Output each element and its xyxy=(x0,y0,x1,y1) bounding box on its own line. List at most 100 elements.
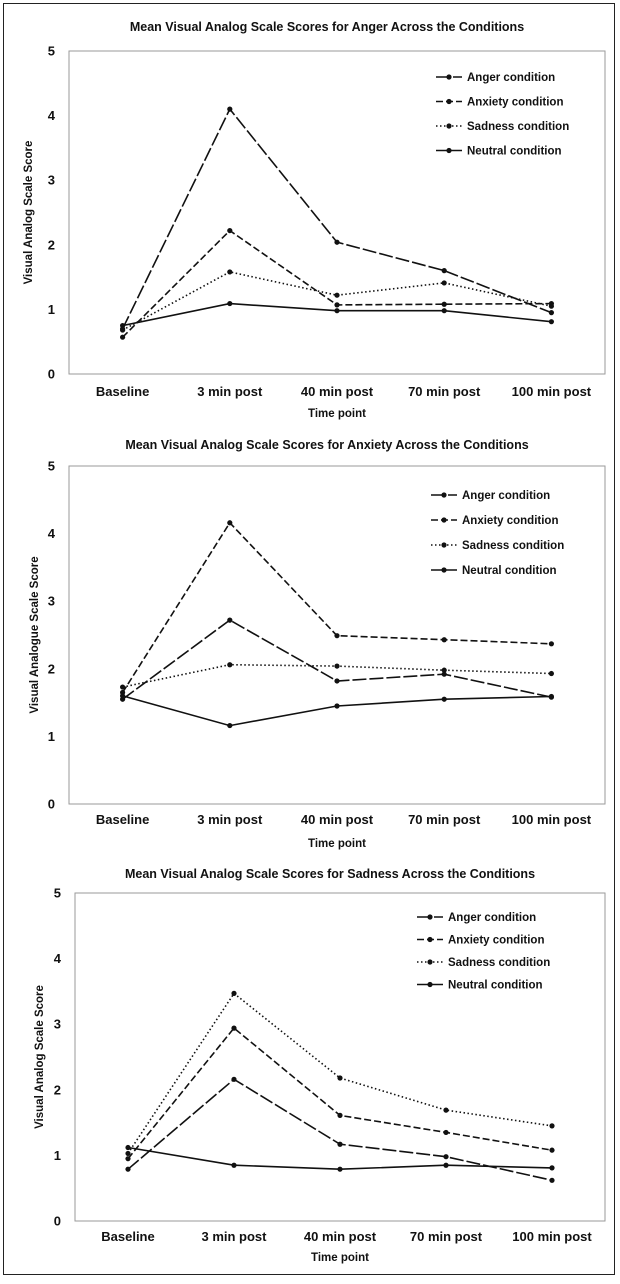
x-tick-label: 3 min post xyxy=(197,384,263,399)
x-tick-label: 3 min post xyxy=(201,1229,267,1244)
series-long-dash xyxy=(120,617,555,702)
plot-area xyxy=(74,892,606,1222)
legend-marker xyxy=(446,147,452,154)
data-point xyxy=(231,990,237,996)
y-tick-label: 2 xyxy=(48,661,55,676)
data-point xyxy=(125,1144,131,1151)
data-point xyxy=(120,693,126,699)
x-tick-label: 70 min post xyxy=(408,812,481,827)
series-line xyxy=(127,1078,553,1182)
data-point xyxy=(227,269,233,275)
data-point xyxy=(441,280,447,286)
x-tick-label: Baseline xyxy=(96,812,149,827)
legend-label: Anger condition xyxy=(462,490,550,502)
legend-marker xyxy=(427,981,433,988)
legend: Anger condition Anxiety condition Sadness … xyxy=(431,490,564,577)
y-axis-label: Visual Analogue Scale Score xyxy=(29,556,41,713)
data-point xyxy=(231,1025,237,1031)
data-point xyxy=(441,696,447,702)
data-point xyxy=(227,722,233,729)
legend-marker xyxy=(427,959,433,965)
x-tick-label: Baseline xyxy=(101,1229,154,1244)
data-point xyxy=(227,617,233,623)
data-point xyxy=(549,1147,555,1153)
data-point xyxy=(231,1076,237,1082)
series-line xyxy=(122,271,552,331)
legend-label: Sadness condition xyxy=(467,121,569,133)
legend-label: Anger condition xyxy=(448,912,536,924)
data-point xyxy=(548,319,555,325)
x-tick-label: Baseline xyxy=(96,384,149,399)
anxiety-chart: Mean Visual Analog Scale Scores for Anxi… xyxy=(29,438,606,850)
data-point xyxy=(441,301,447,307)
series-dash xyxy=(125,1025,555,1162)
y-tick-label: 0 xyxy=(48,797,55,812)
legend-marker xyxy=(427,914,433,920)
legend-label: Anger condition xyxy=(467,72,555,84)
x-tick-label: 70 min post xyxy=(408,384,481,399)
data-point xyxy=(549,1165,555,1171)
x-axis-label: Time point xyxy=(311,1252,369,1264)
data-point xyxy=(120,322,126,329)
data-point xyxy=(231,1162,237,1168)
data-point xyxy=(334,302,340,308)
data-point xyxy=(120,334,126,340)
data-point xyxy=(443,1129,449,1136)
data-point xyxy=(443,1162,449,1168)
chart-title: Mean Visual Analog Scale Scores for Anxi… xyxy=(125,438,528,452)
legend-label: Sadness condition xyxy=(462,540,564,552)
legend-label: Neutral condition xyxy=(462,565,557,577)
legend-marker xyxy=(446,123,452,129)
y-tick-label: 3 xyxy=(48,173,55,188)
y-axis-label: Visual Analog Scale Score xyxy=(34,985,46,1129)
y-tick-label: 2 xyxy=(54,1082,61,1097)
series-solid xyxy=(120,300,555,329)
data-point xyxy=(227,520,233,526)
data-point xyxy=(443,1154,449,1160)
x-tick-label: 100 min post xyxy=(512,1229,592,1244)
y-tick-label: 1 xyxy=(48,729,55,744)
data-point xyxy=(441,671,447,677)
figure-frame: Mean Visual Analog Scale Scores for Ange… xyxy=(3,3,615,1275)
series-line xyxy=(122,619,552,700)
data-point xyxy=(125,1156,131,1162)
legend-label: Anxiety condition xyxy=(467,97,563,109)
data-point xyxy=(548,641,555,647)
y-tick-label: 0 xyxy=(54,1214,61,1229)
data-point xyxy=(548,670,555,677)
legend-label: Neutral condition xyxy=(467,146,562,158)
data-point xyxy=(227,300,233,307)
series-dot xyxy=(120,662,555,690)
data-point xyxy=(337,1166,343,1172)
y-tick-label: 3 xyxy=(48,594,55,609)
y-tick-label: 5 xyxy=(48,459,55,474)
data-point xyxy=(549,1123,555,1129)
series-line xyxy=(127,1026,553,1160)
data-point xyxy=(441,667,447,673)
data-point xyxy=(227,662,233,668)
y-axis-label: Visual Analog Scale Score xyxy=(23,141,35,285)
data-point xyxy=(337,1141,343,1147)
data-point xyxy=(334,292,340,298)
y-tick-label: 3 xyxy=(54,1017,61,1032)
data-point xyxy=(120,327,126,333)
legend-marker xyxy=(427,936,433,943)
data-point xyxy=(334,239,340,245)
legend-marker xyxy=(446,98,452,105)
data-point xyxy=(125,1150,131,1157)
chart-title: Mean Visual Analog Scale Scores for Ange… xyxy=(130,20,524,34)
data-point xyxy=(441,637,447,643)
y-tick-label: 0 xyxy=(48,367,55,382)
y-tick-label: 4 xyxy=(48,526,56,541)
series-long-dash xyxy=(120,106,555,332)
x-tick-label: 40 min post xyxy=(301,812,374,827)
data-point xyxy=(337,1075,343,1081)
x-tick-label: 100 min post xyxy=(512,812,592,827)
y-tick-label: 1 xyxy=(48,302,55,317)
x-tick-label: 70 min post xyxy=(410,1229,483,1244)
data-point xyxy=(334,678,340,684)
legend-label: Anxiety condition xyxy=(462,515,558,527)
data-point xyxy=(334,663,340,669)
data-point xyxy=(334,703,340,709)
data-point xyxy=(125,1166,131,1172)
